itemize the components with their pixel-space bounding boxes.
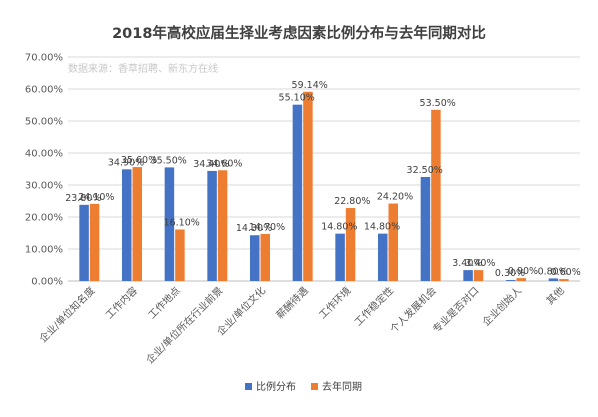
x-tick-label: 工作环境 [316, 284, 353, 321]
data-label-1-12: 0.80% [538, 266, 568, 277]
y-tick-label: 60.00% [25, 85, 63, 96]
data-label-2-9: 53.50% [420, 98, 456, 109]
bar-1-3 [164, 167, 175, 281]
data-label-1-8: 14.80% [364, 222, 400, 233]
x-tick-label: 企业创始人 [480, 284, 525, 329]
y-tick-label: 40.00% [25, 149, 63, 160]
data-label-1-4: 34.40% [193, 159, 229, 170]
x-tick-label: 企业/单位知名度 [36, 284, 97, 345]
legend-swatch-series-2 [311, 383, 318, 390]
bar-2-4 [217, 170, 228, 281]
legend-swatch-series-1 [245, 383, 252, 390]
y-tick-label: 20.00% [25, 213, 63, 224]
bar-1-8 [378, 233, 388, 281]
data-label-2-11: 0.90% [508, 266, 538, 277]
x-tick-label: 工作稳定性 [352, 284, 397, 329]
x-tick-label: 工作地点 [145, 284, 182, 321]
legend: 比例分布 去年同期 [245, 380, 362, 393]
bar-layer [79, 91, 569, 282]
bar-2-5 [260, 233, 270, 281]
data-label-1-9: 32.50% [407, 165, 443, 176]
data-label-1-1: 23.80% [65, 193, 101, 204]
data-label-layer: 23.80%24.10% 34.90%35.60%35.50% 16.10% 34.4… [65, 80, 581, 279]
data-label-1-5: 14.30% [236, 223, 272, 234]
bar-2-7 [345, 208, 356, 281]
data-label-2-6: 59.14% [292, 80, 328, 91]
bar-2-12 [559, 279, 569, 281]
legend-label-series-1: 比例分布 [256, 380, 296, 393]
data-label-2-10: 3.40% [465, 258, 495, 269]
y-tick-label: 50.00% [25, 117, 63, 128]
bar-2-2 [132, 167, 142, 281]
bar-1-2 [122, 169, 132, 281]
data-label-2-7: 22.80% [334, 196, 370, 207]
bar-2-1 [89, 203, 100, 281]
x-tick-label: 工作内容 [103, 284, 140, 321]
x-tick-label: 其他 [543, 284, 566, 307]
data-label-1-11: 0.30% [495, 268, 525, 279]
x-tick-label: 企业/单位所在行业前景 [143, 284, 225, 366]
bar-1-4 [207, 170, 217, 281]
bar-1-10 [463, 270, 473, 281]
bar-1-1 [79, 204, 89, 281]
bar-1-7 [335, 233, 345, 281]
x-tick-label: 薪酬待遇 [273, 284, 310, 321]
data-label-1-6: 55.10% [279, 93, 315, 104]
data-label-2-4: 34.60% [206, 158, 242, 169]
source-note: 数据来源：香草招聘、新东方在线 [68, 62, 218, 75]
bar-1-11 [506, 280, 516, 281]
bar-2-3 [175, 229, 185, 281]
bar-1-5 [250, 235, 260, 281]
bar-2-11 [516, 278, 526, 281]
data-label-1-10: 3.40% [452, 258, 482, 269]
bar-1-6 [292, 104, 303, 282]
bar-2-6 [303, 91, 313, 281]
data-label-2-8: 24.20% [377, 192, 413, 203]
data-label-2-2: 35.60% [121, 155, 157, 166]
bar-2-9 [431, 109, 441, 281]
data-label-1-2: 34.90% [108, 157, 144, 168]
y-tick-label: 0.00% [31, 277, 63, 288]
grid-layer: 0.00% 10.00% 20.00% 30.00% 40.00% 50.00% 60.00… [25, 53, 580, 288]
x-tick-label: 专业是否对口 [430, 284, 482, 336]
y-tick-label: 70.00% [25, 53, 63, 64]
data-label-2-3: 16.10% [164, 217, 200, 228]
data-label-1-3: 35.50% [151, 155, 187, 166]
y-tick-label: 10.00% [25, 245, 63, 256]
data-label-2-12: 0.60% [551, 267, 581, 278]
bar-2-10 [473, 270, 484, 281]
bar-1-12 [548, 278, 559, 281]
bar-1-9 [420, 177, 431, 281]
bar-2-8 [388, 203, 398, 281]
data-label-1-7: 14.80% [321, 222, 357, 233]
chart-title: 2018年高校应届生择业考虑因素比例分布与去年同期对比 [112, 24, 486, 42]
data-label-2-1: 24.10% [78, 192, 114, 203]
legend-label-series-2: 去年同期 [322, 380, 362, 393]
data-label-2-5: 14.70% [249, 222, 285, 233]
y-tick-label: 30.00% [25, 181, 63, 192]
